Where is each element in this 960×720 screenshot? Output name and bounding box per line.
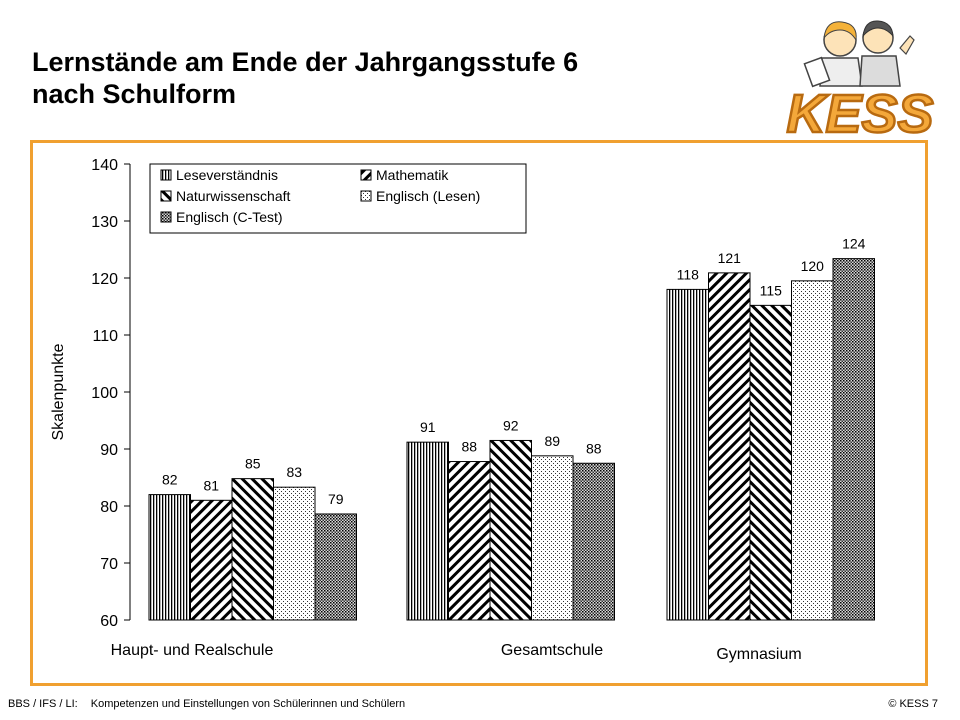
legend-label: Naturwissenschaft — [176, 188, 290, 204]
y-tick-label: 80 — [100, 499, 118, 516]
y-tick-label: 110 — [92, 328, 118, 345]
legend-swatch — [360, 190, 372, 202]
y-tick-label: 60 — [100, 613, 118, 630]
bar-value-label: 89 — [544, 433, 560, 449]
footer-subtitle: Kompetenzen und Einstellungen von Schüle… — [90, 698, 406, 710]
legend-label: Englisch (C-Test) — [176, 209, 283, 225]
bar-value-label: 88 — [461, 439, 477, 455]
bar-2-2 — [448, 461, 491, 621]
bar-1-1 — [148, 494, 191, 621]
bar-value-label: 115 — [760, 282, 783, 298]
bar-5-1 — [314, 513, 357, 621]
title-line-1: Lernstände am Ende der Jahrgangsstufe 6 — [32, 47, 579, 77]
kess-logo: KESS — [785, 20, 935, 138]
bar-4-3 — [791, 280, 834, 621]
bar-value-label: 92 — [503, 417, 519, 433]
legend-swatch — [360, 169, 372, 181]
bar-4-1 — [273, 486, 316, 621]
legend-swatch — [160, 190, 172, 202]
category-label: Gesamtschule — [501, 642, 603, 659]
bar-value-label: 82 — [162, 472, 178, 488]
category-label: Haupt- und Realschule — [111, 642, 274, 659]
title-line-2: nach Schulform — [32, 79, 237, 109]
slide-title: Lernstände am Ende der Jahrgangsstufe 6 … — [32, 46, 732, 110]
bar-3-3 — [749, 304, 792, 621]
legend-swatch — [160, 211, 172, 223]
bar-value-label: 120 — [801, 258, 825, 274]
logo-wordmark: KESS — [786, 84, 933, 138]
bar-value-label: 118 — [677, 266, 700, 282]
bar-value-label: 83 — [286, 464, 302, 480]
y-tick-label: 140 — [91, 157, 118, 174]
legend-label: Mathematik — [376, 167, 449, 183]
bar-chart: 60 70 80 90 100 110 120 130 140 Skalenpunkte Haupt… — [50, 157, 875, 663]
bar-5-2 — [572, 462, 615, 621]
y-axis-label: Skalenpunkte — [50, 343, 67, 440]
bar-5-3 — [832, 258, 875, 621]
bar-value-label: 88 — [586, 440, 602, 456]
bar-3-1 — [231, 478, 274, 621]
bar-3-2 — [489, 439, 532, 621]
y-tick-label: 90 — [100, 442, 118, 459]
bar-value-label: 121 — [718, 250, 742, 266]
footer-copyright: © KESS 7 — [888, 698, 938, 710]
bar-1-2 — [406, 441, 449, 621]
bar-4-2 — [531, 455, 574, 621]
bar-value-label: 79 — [328, 491, 344, 507]
y-tick-label: 130 — [91, 214, 118, 231]
chart-frame: 60 70 80 90 100 110 120 130 140 Skalenpunkte Haupt… — [30, 140, 928, 686]
bar-value-label: 85 — [245, 456, 261, 472]
legend-label: Englisch (Lesen) — [376, 188, 480, 204]
bar-2-1 — [190, 499, 233, 621]
y-tick-label: 120 — [91, 271, 118, 288]
y-tick-label: 100 — [91, 385, 118, 402]
legend-label: Leseverständnis — [176, 167, 278, 183]
y-tick-label: 70 — [100, 556, 118, 573]
bar-value-label: 91 — [420, 419, 436, 435]
category-label: Gymnasium — [716, 646, 801, 663]
bar-1-3 — [666, 288, 709, 621]
footer-org: BBS / IFS / LI: — [8, 698, 78, 710]
bar-value-label: 124 — [842, 236, 866, 252]
students-illustration-icon — [803, 20, 915, 88]
bar-value-label: 81 — [203, 477, 219, 493]
legend-swatch — [160, 169, 172, 181]
bar-2-3 — [708, 272, 751, 621]
footer-left: BBS / IFS / LI: Kompetenzen und Einstell… — [8, 698, 415, 710]
legend — [149, 163, 527, 234]
